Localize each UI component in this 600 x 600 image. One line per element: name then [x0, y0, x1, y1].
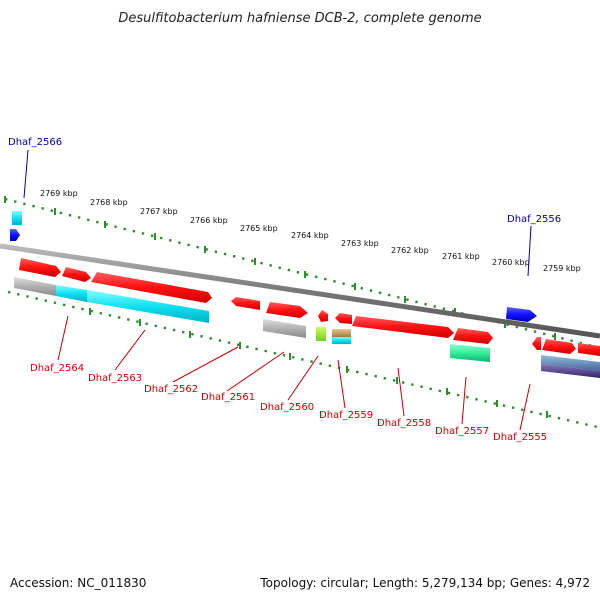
gene-feature-cyan [332, 337, 351, 344]
gene-feature-lime [316, 327, 326, 341]
topology-text: Topology: circular; Length: 5,279,134 bp… [259, 576, 590, 590]
gene-label: Dhaf_2564 [30, 363, 84, 374]
gene-arrow-red [62, 267, 91, 282]
gene-feature-purple [541, 364, 600, 378]
gene-feature-green [450, 344, 490, 362]
gene-arrow-red [352, 316, 454, 338]
genome-backbone [0, 243, 600, 339]
gene-feature-tan [332, 329, 351, 337]
gene-label: Dhaf_2560 [260, 402, 314, 413]
gene-arrow-red [318, 310, 328, 322]
gene-feature-cyan [87, 290, 209, 323]
tick-label: 2764 kbp [291, 231, 329, 240]
tick-label: 2766 kbp [190, 216, 228, 225]
gene-label: Dhaf_2562 [144, 384, 198, 395]
gene-feature-cyan [12, 211, 22, 225]
gene-arrow-red [19, 258, 61, 277]
gene-label: Dhaf_2559 [319, 410, 373, 421]
gene-label: Dhaf_2556 [507, 214, 561, 225]
tick-label: 2759 kbp [543, 264, 581, 273]
gene-arrow-red [453, 328, 493, 344]
gene-arrow-red [578, 343, 600, 356]
lower-major-ticks [89, 308, 548, 418]
gene-label: Dhaf_2555 [493, 432, 547, 443]
label-leaders [23, 149, 532, 431]
tick-label: 2768 kbp [90, 198, 128, 207]
gene-arrow-red [335, 313, 352, 324]
accession-text: Accession: NC_011830 [10, 576, 146, 590]
lower-scale-track [7, 290, 598, 429]
gene-arrow-blue [506, 307, 537, 322]
gene-label: Dhaf_2566 [8, 137, 62, 148]
gene-arrow-blue [10, 229, 20, 241]
gene-label: Dhaf_2563 [88, 373, 142, 384]
gene-label: Dhaf_2558 [377, 418, 431, 429]
gene-labels: Dhaf_2566 Dhaf_2556 Dhaf_2564 Dhaf_2563 … [8, 137, 561, 443]
tick-label: 2761 kbp [442, 252, 480, 261]
tick-label: 2763 kbp [341, 239, 379, 248]
gene-label: Dhaf_2561 [201, 392, 255, 403]
gene-feature-cyan [56, 285, 87, 302]
gene-arrow-red [542, 339, 576, 354]
gene-arrow-red [91, 272, 212, 303]
tick-label: 2765 kbp [240, 224, 278, 233]
gene-feature-gray [14, 277, 56, 296]
tick-label: 2760 kbp [492, 258, 530, 267]
tick-label: 2769 kbp [40, 189, 78, 198]
gene-feature-gray [263, 319, 306, 338]
gene-arrow-red [266, 302, 308, 318]
tick-label: 2762 kbp [391, 246, 429, 255]
tick-labels: 2769 kbp 2768 kbp 2767 kbp 2766 kbp 2765… [40, 189, 581, 273]
map-title: Desulfitobacterium hafniense DCB-2, comp… [118, 11, 481, 26]
tick-label: 2767 kbp [140, 207, 178, 216]
gene-arrow-red [532, 337, 541, 350]
gene-arrow-red [231, 297, 260, 310]
gene-label: Dhaf_2557 [435, 426, 489, 437]
gene-feature-steel [541, 355, 600, 371]
